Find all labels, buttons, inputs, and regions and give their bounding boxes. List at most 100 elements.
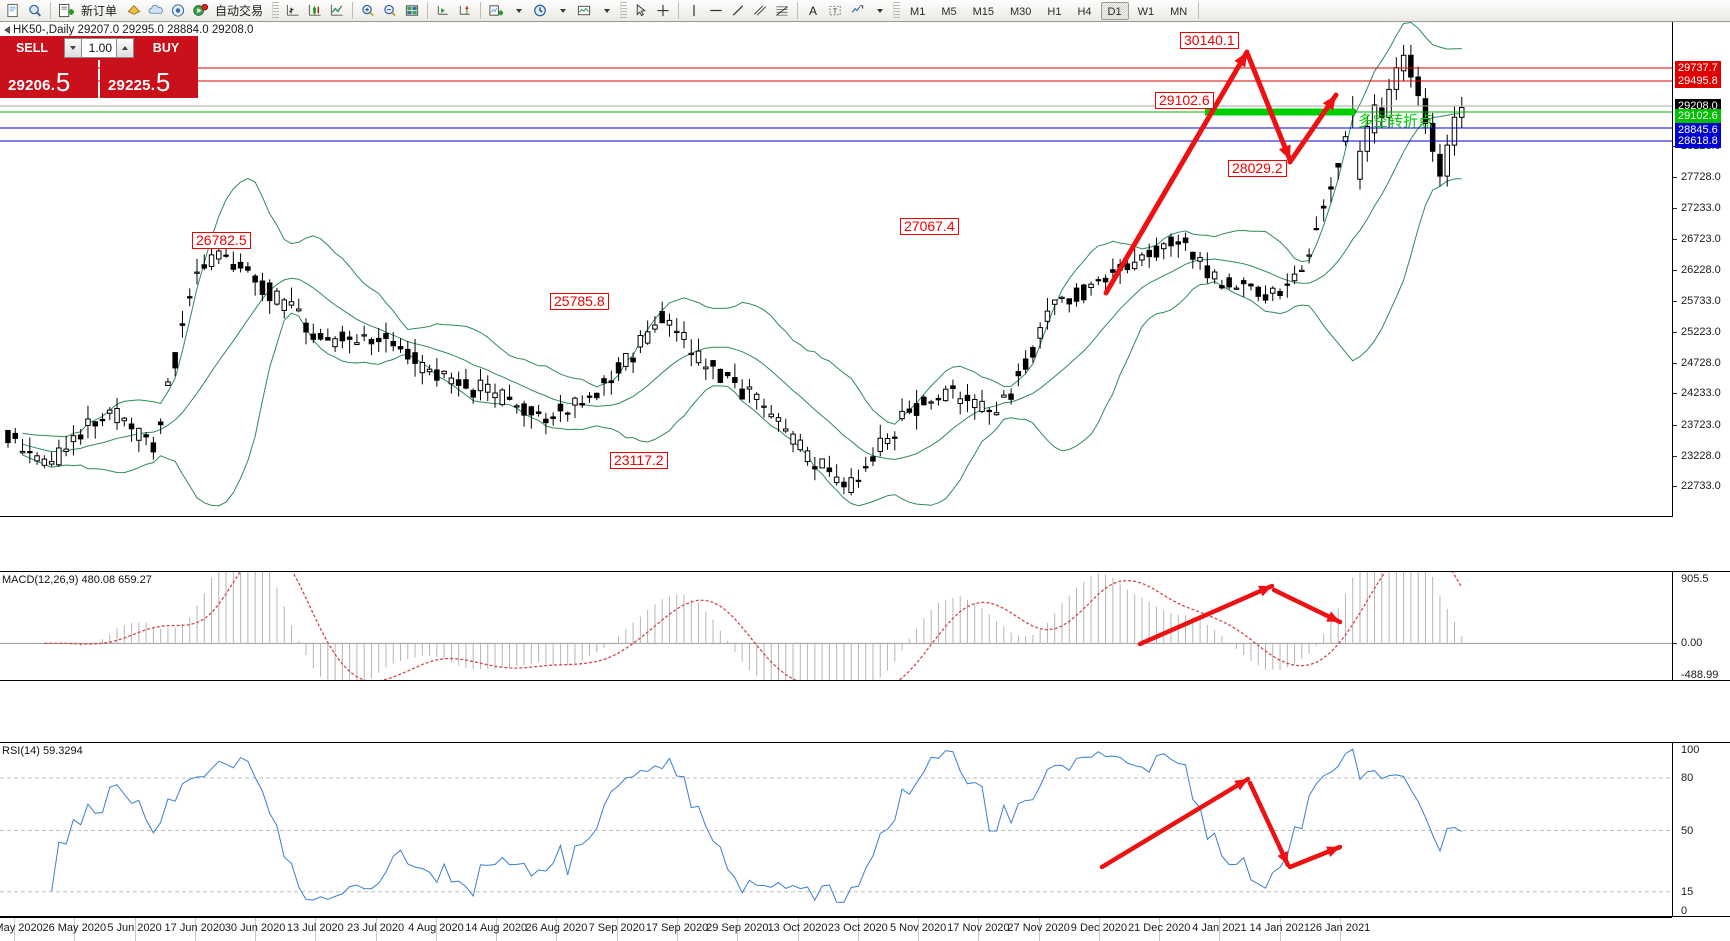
volume-stepper[interactable]: 1.00 — [64, 36, 134, 60]
volume-input[interactable]: 1.00 — [82, 38, 116, 58]
price-chart-pane[interactable] — [0, 22, 1672, 517]
price-annotation-label[interactable]: 30140.1 — [1180, 32, 1239, 49]
price-tick: 24233.0 — [1673, 387, 1721, 399]
zoom-in-icon[interactable] — [357, 1, 379, 21]
timeframe-w1[interactable]: W1 — [1137, 5, 1155, 18]
text-tool-icon[interactable]: A — [802, 1, 824, 21]
timeframe-m1[interactable]: M1 — [910, 5, 926, 18]
zoom-out-icon[interactable] — [379, 1, 401, 21]
date-label: 9 Dec 2020 — [1070, 922, 1128, 934]
new-chart-icon[interactable] — [2, 1, 24, 21]
price-tick: 27728.0 — [1673, 171, 1721, 183]
date-gridline — [978, 918, 980, 941]
macd-axis[interactable]: 905.5 0.00 -488.99 — [1672, 571, 1730, 681]
rsi-axis[interactable]: 100 80 50 15 0 — [1672, 742, 1730, 917]
equidistant-channel-icon[interactable] — [749, 1, 771, 21]
vertical-line-icon[interactable] — [683, 1, 705, 21]
date-gridline — [797, 918, 799, 941]
svg-text:T: T — [833, 6, 838, 15]
toolbar-grip[interactable] — [272, 2, 280, 19]
date-label: 5 Nov 2020 — [889, 922, 947, 934]
textbox-tool-icon[interactable]: T — [824, 1, 846, 21]
period-dropdown-icon[interactable] — [551, 1, 573, 21]
indicators-dropdown-icon[interactable] — [507, 1, 529, 21]
candlestick-chart-icon[interactable] — [304, 1, 326, 21]
buy-button[interactable]: 29225 . 5 — [100, 60, 198, 98]
rsi-pane[interactable]: RSI(14) 59.3294 — [0, 742, 1672, 917]
date-label: 14 Jan 2021 — [1249, 922, 1310, 934]
buy-price-fraction: 5 — [155, 67, 171, 97]
indicators-icon[interactable] — [485, 1, 507, 21]
price-annotation-label[interactable]: 26782.5 — [192, 232, 251, 249]
autoscroll-icon[interactable] — [432, 1, 454, 21]
bar-chart-icon[interactable] — [282, 1, 304, 21]
date-label: 7 Sep 2020 — [588, 922, 645, 934]
trendline-icon[interactable] — [727, 1, 749, 21]
chart-title-text: HK50-,Daily 29207.0 29295.0 28884.0 2920… — [13, 24, 254, 36]
date-gridline — [435, 918, 437, 941]
chart-shift-icon[interactable] — [454, 1, 476, 21]
timeframe-h1[interactable]: H1 — [1047, 5, 1062, 18]
timeframe-m30[interactable]: M30 — [1010, 5, 1032, 18]
buy-price-integer: 29225 — [108, 77, 151, 94]
signals-icon[interactable] — [167, 1, 189, 21]
timeframe-m15[interactable]: M15 — [972, 5, 994, 18]
timeframe-h4[interactable]: H4 — [1077, 5, 1092, 18]
cursor-icon[interactable] — [630, 1, 652, 21]
metaeditor-icon[interactable] — [145, 1, 167, 21]
date-gridline — [737, 918, 739, 941]
macd-pane[interactable]: MACD(12,26,9) 480.08 659.27 — [0, 571, 1672, 681]
volume-increase-button[interactable] — [116, 38, 134, 58]
timeframe-mn[interactable]: MN — [1170, 5, 1188, 18]
fibonacci-icon[interactable] — [771, 1, 793, 21]
price-annotation-label[interactable]: 23117.2 — [610, 452, 668, 469]
price-annotation-label[interactable]: 25785.8 — [550, 293, 609, 310]
timeframe-d1[interactable]: D1 — [1100, 1, 1129, 20]
date-label: 17 Nov 2020 — [947, 922, 1010, 934]
chinese-annotation[interactable]: 多空转折点 — [1358, 112, 1434, 130]
date-gridline — [1159, 918, 1161, 941]
arrows-icon[interactable] — [846, 1, 868, 21]
price-tag: 28618.8 — [1675, 134, 1721, 148]
open-chart-icon[interactable] — [24, 1, 46, 21]
expert-advisor-icon[interactable] — [123, 1, 145, 21]
toolbar-separator-4 — [480, 2, 482, 19]
date-gridline — [255, 918, 257, 941]
toolbar-separator — [50, 2, 51, 19]
sell-button[interactable]: 29206 . 5 — [0, 60, 98, 98]
price-axis[interactable]: 28223.027728.027233.026723.026228.025733… — [1672, 22, 1730, 517]
price-annotation-label[interactable]: 27067.4 — [900, 218, 959, 235]
line-chart-icon[interactable] — [326, 1, 348, 21]
date-gridline — [677, 918, 678, 941]
collapse-triangle-icon[interactable] — [4, 25, 10, 34]
rsi-tick: 100 — [1681, 744, 1700, 756]
arrows-dropdown-icon[interactable] — [868, 1, 890, 21]
data-window-icon[interactable] — [401, 1, 423, 21]
macd-graphics — [0, 572, 1672, 680]
price-tick: 25733.0 — [1673, 295, 1721, 307]
toolbar-separator-3 — [427, 2, 429, 19]
text-tool-label: A — [809, 3, 818, 18]
date-gridline — [1098, 918, 1100, 941]
templates-icon[interactable] — [573, 1, 595, 21]
volume-decrease-button[interactable] — [64, 38, 82, 58]
period-icon[interactable] — [529, 1, 551, 21]
horizontal-line-icon[interactable] — [705, 1, 727, 21]
crosshair-icon[interactable] — [652, 1, 674, 21]
one-click-trading-panel[interactable]: SELL 1.00 BUY 29206 . 5 29225 . 5 — [0, 36, 198, 98]
templates-dropdown-icon[interactable] — [595, 1, 617, 21]
date-gridline — [315, 918, 317, 941]
date-gridline — [1038, 918, 1040, 941]
sell-label: SELL — [0, 36, 64, 60]
date-gridline — [616, 918, 618, 941]
toolbar-grip-2[interactable] — [620, 2, 628, 19]
price-annotation-label[interactable]: 28029.2 — [1228, 160, 1287, 177]
timeframe-m5[interactable]: M5 — [941, 5, 957, 18]
autotrading-button[interactable]: 自动交易 — [189, 1, 269, 21]
price-annotation-label[interactable]: 29102.6 — [1155, 92, 1214, 109]
toolbar-separator-7 — [1198, 2, 1200, 19]
new-order-button[interactable]: 新订单 — [55, 1, 123, 21]
toolbar-grip-3[interactable] — [893, 2, 901, 19]
price-tick: 26723.0 — [1673, 233, 1721, 245]
